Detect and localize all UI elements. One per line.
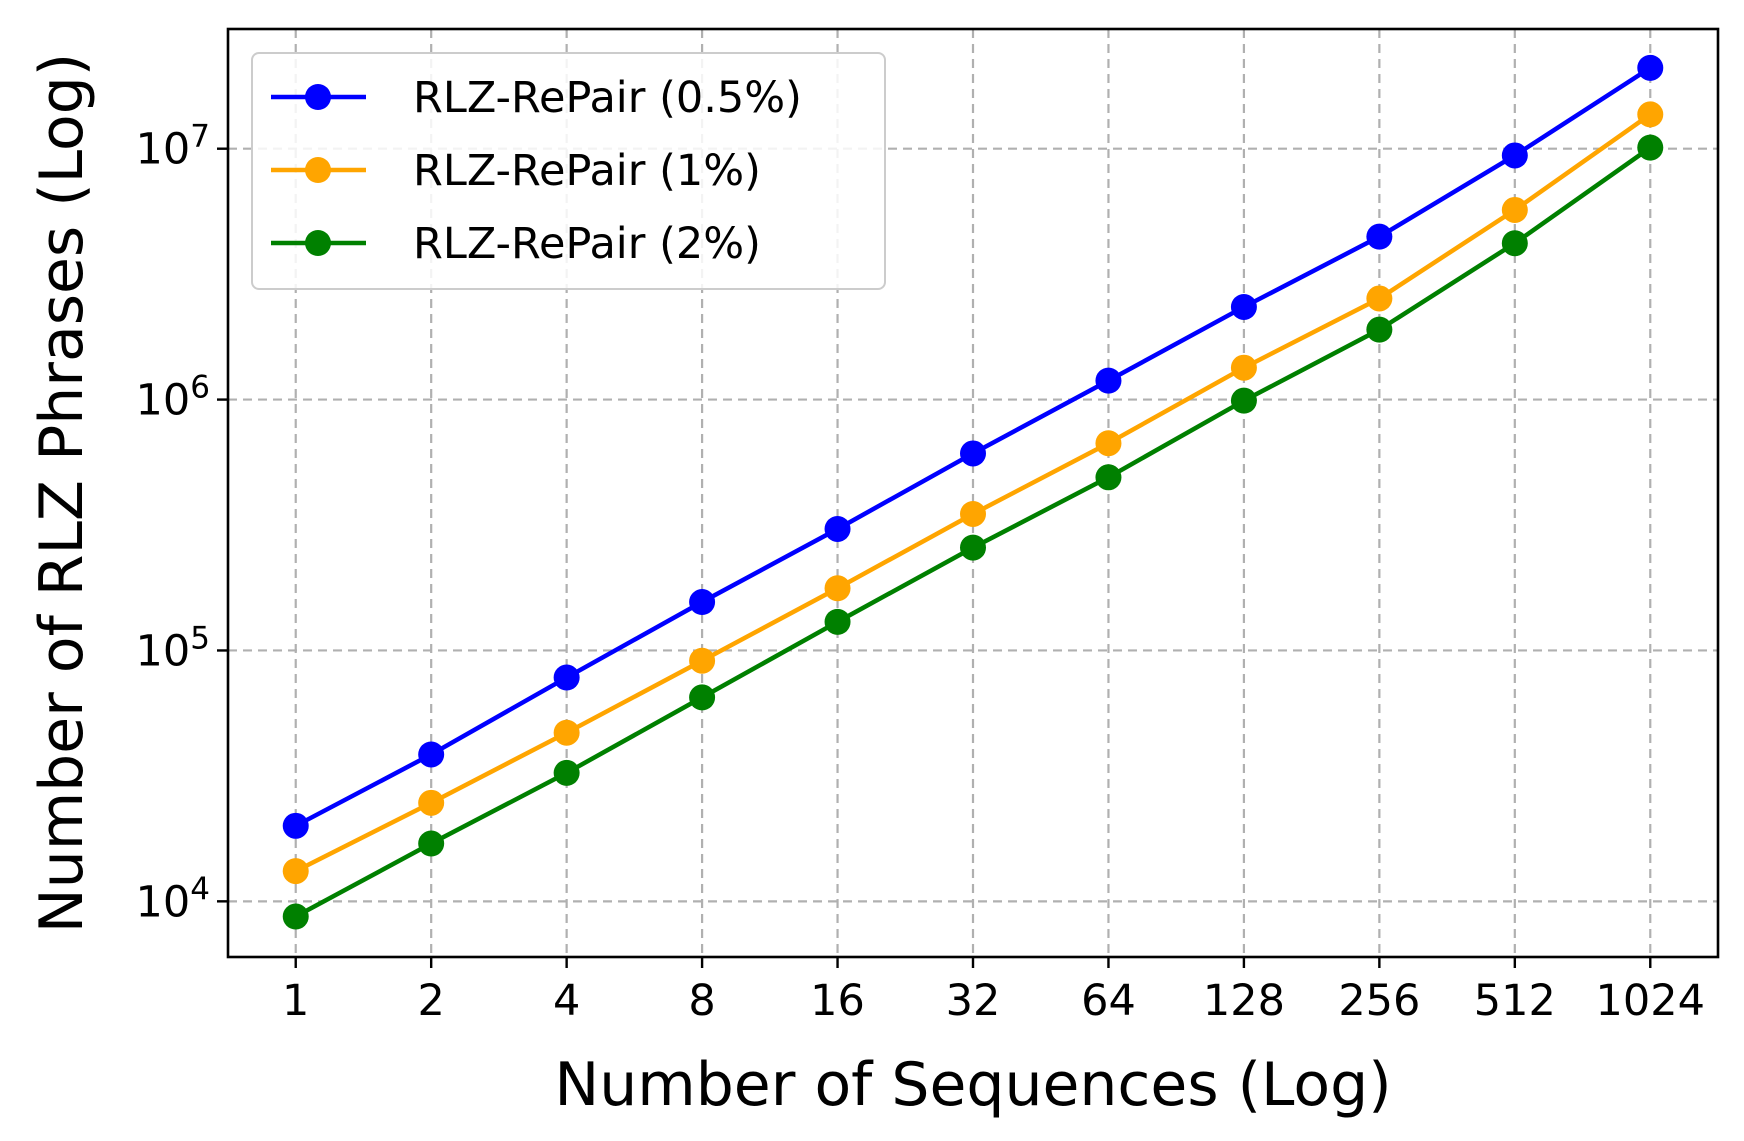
data-point <box>1230 293 1257 320</box>
series-3 <box>282 134 1664 930</box>
data-point <box>960 534 986 561</box>
y-tick-label: 106 <box>136 370 210 426</box>
x-tick-label: 1 <box>282 976 309 1026</box>
legend-box <box>251 52 886 290</box>
data-point <box>1637 134 1664 161</box>
data-point <box>1501 142 1528 169</box>
data-point <box>1637 101 1664 128</box>
x-tick-label: 2 <box>418 976 445 1026</box>
legend-label: RLZ-RePair (2%) <box>413 219 761 269</box>
data-point <box>1095 430 1122 457</box>
legend-label: RLZ-RePair (1%) <box>413 146 761 196</box>
x-tick-label: 128 <box>1203 976 1285 1026</box>
data-point <box>282 858 309 885</box>
data-point <box>689 647 716 674</box>
data-point <box>1637 54 1664 81</box>
x-tick-label: 1024 <box>1596 976 1705 1026</box>
data-point <box>282 903 309 930</box>
data-point <box>1501 230 1528 257</box>
data-point <box>418 830 445 857</box>
y-tick-label: 107 <box>136 119 210 175</box>
data-point <box>418 789 445 816</box>
legend-label: RLZ-RePair (0.5%) <box>413 73 802 123</box>
legend-item: RLZ-RePair (0.5%) <box>271 73 802 123</box>
data-point <box>824 515 851 542</box>
data-point <box>824 575 851 602</box>
data-point <box>553 664 580 691</box>
data-point <box>282 812 309 839</box>
legend-item: RLZ-RePair (2%) <box>271 219 761 269</box>
data-point <box>689 684 716 711</box>
data-point <box>1230 387 1257 414</box>
series-2 <box>282 101 1664 885</box>
data-point <box>960 500 986 527</box>
data-point <box>689 589 716 616</box>
legend-marker <box>305 84 331 110</box>
y-tick-label: 104 <box>136 871 210 927</box>
axis-ticks: 1 2 4 8 16 32 64 128 256 512 1024 104 105 106 107 <box>136 119 1705 1026</box>
x-tick-label: 512 <box>1474 976 1556 1026</box>
data-point <box>1366 316 1393 343</box>
data-point <box>1501 196 1528 223</box>
data-point <box>960 440 986 467</box>
x-tick-label: 8 <box>688 976 715 1026</box>
data-point <box>1095 464 1122 491</box>
x-tick-label: 4 <box>553 976 580 1026</box>
data-point <box>418 741 445 768</box>
legend: RLZ-RePair (0.5%) RLZ-RePair (1%) RLZ-RePa… <box>251 52 886 290</box>
x-tick-label: 64 <box>1081 976 1136 1026</box>
data-point <box>824 608 851 635</box>
data-point <box>1095 367 1122 394</box>
x-axis-title: Number of Sequences (Log) <box>554 1050 1391 1120</box>
y-tick-label: 105 <box>136 620 210 676</box>
series-1 <box>282 54 1664 839</box>
legend-item: RLZ-RePair (1%) <box>271 146 761 196</box>
data-point <box>1366 223 1393 250</box>
x-tick-label: 256 <box>1338 976 1420 1026</box>
legend-marker <box>305 157 331 183</box>
y-axis-title: Number of RLZ Phrases (Log) <box>27 53 97 933</box>
data-series <box>282 54 1664 930</box>
data-point <box>1230 354 1257 381</box>
x-tick-label: 16 <box>810 976 865 1026</box>
plot-frame <box>226 27 1720 959</box>
data-point <box>553 719 580 746</box>
data-point <box>553 759 580 786</box>
legend-marker <box>305 230 331 256</box>
x-tick-label: 32 <box>946 976 1001 1026</box>
data-point <box>1366 285 1393 312</box>
